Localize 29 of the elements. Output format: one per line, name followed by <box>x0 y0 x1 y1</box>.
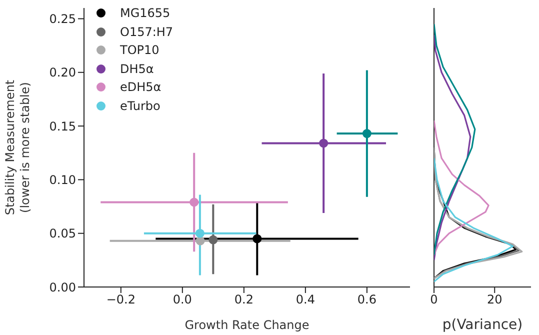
y-tick-label: 0.10 <box>49 172 76 187</box>
legend-label: TOP10 <box>120 42 160 59</box>
point <box>196 236 205 246</box>
x-tick-label: 20 <box>486 292 502 307</box>
x-axis-title: p(Variance) <box>442 317 523 333</box>
point <box>190 198 199 207</box>
y-tick-label: 0.20 <box>49 66 76 80</box>
legend-label: eTurbo <box>120 98 160 114</box>
point <box>208 235 218 244</box>
legend-label: O157:H7 <box>120 24 174 40</box>
point <box>319 138 328 148</box>
x-tick-label: 0.4 <box>296 292 315 307</box>
x-tick-label: 0.2 <box>234 292 254 307</box>
x-tick-label: −0.2 <box>106 292 136 307</box>
x-tick-label: 0 <box>430 292 438 307</box>
y-tick-label: 0.05 <box>49 226 76 241</box>
y-tick-label: 0.00 <box>49 280 76 294</box>
y-axis-title: Stability Measurement (lower is more stable) <box>3 80 32 216</box>
point <box>252 234 262 244</box>
x-tick-label: 0.6 <box>357 292 376 307</box>
x-tick-label: 0.0 <box>172 292 192 307</box>
legend-label: MG1655 <box>120 5 170 22</box>
legend-label: DH5α <box>120 60 154 78</box>
y-tick-label: 0.25 <box>49 12 76 26</box>
point <box>362 129 372 138</box>
x-axis-title: Growth Rate Change <box>184 318 310 332</box>
point <box>195 228 204 238</box>
y-tick-label: 0.15 <box>49 119 76 134</box>
legend-label: eDH5α <box>120 79 162 96</box>
